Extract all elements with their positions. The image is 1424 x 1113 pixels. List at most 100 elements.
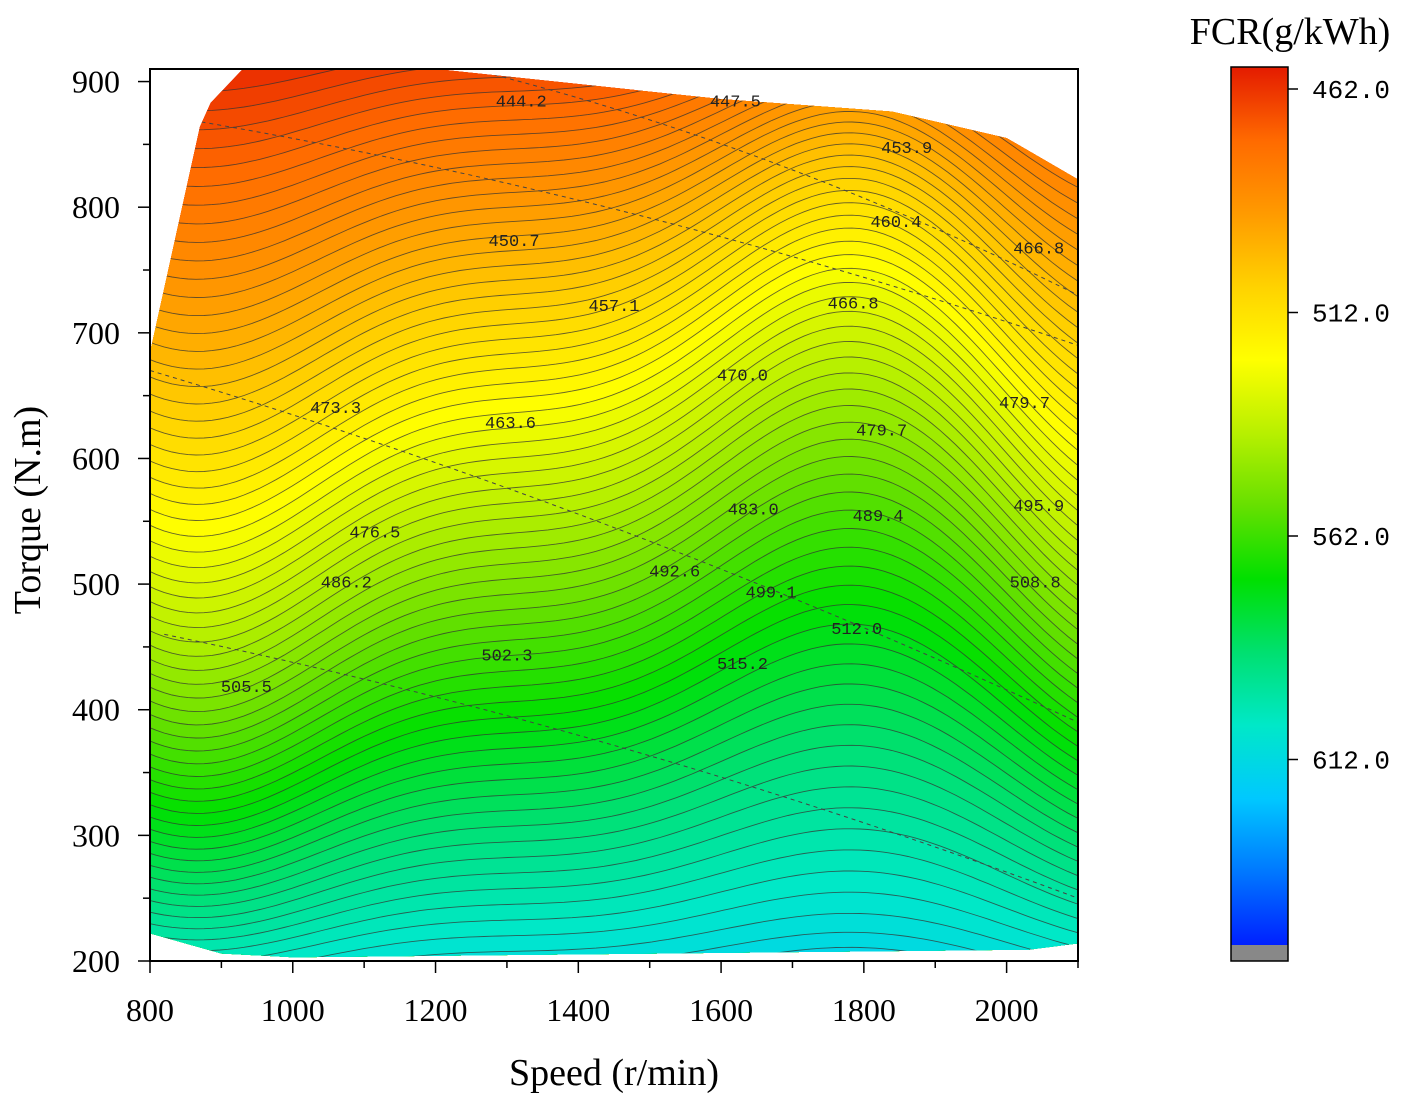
contour-label: 512.0 [831,621,882,640]
contour-label: 470.0 [717,367,768,386]
contour-line [150,69,1078,93]
contour-label: 476.5 [349,524,400,543]
y-tick-label: 400 [72,692,120,728]
dashed-contour-line [150,370,1078,723]
contour-line [150,372,1078,643]
contour-line [150,724,1078,885]
contour-line [150,643,1078,838]
contour-label: 486.2 [321,575,372,594]
contour-label: 466.8 [1013,240,1064,259]
contour-line [150,240,1078,505]
contour-label: 489.4 [853,508,904,527]
y-tick-label: 500 [72,566,120,602]
contour-line [150,491,1078,739]
contour-line [150,121,1078,335]
contour-label: 495.9 [1013,498,1064,517]
contour-line [150,177,1078,422]
x-axis: 800 1000 1200 1400 1600 1800 2000 [126,961,1079,1028]
contour-line [150,703,1078,873]
colorbar-tick-label: 512.0 [1312,300,1390,330]
contour-line [150,528,1078,765]
contour-lines-layer [140,0,1084,958]
contour-line [150,912,1078,958]
contour-line [150,189,1078,439]
x-tick-label: 1600 [689,992,753,1028]
y-tick-label: 900 [72,64,120,100]
contour-line [150,828,1078,941]
contour-label: 502.3 [481,647,532,666]
x-tick-label: 1000 [261,992,325,1028]
contour-line [150,69,1078,187]
contour-line [150,604,1078,814]
contour-line [150,132,1078,352]
contour-line [150,849,1078,952]
y-tick-label: 300 [72,817,120,853]
contour-line [150,891,1078,958]
contour-label: 492.6 [649,563,700,582]
contour-label: 515.2 [717,656,768,675]
contour-line [150,69,1078,74]
contour-fill-layer [150,69,1078,958]
y-axis: 200 300 400 500 600 700 800 900 [72,64,150,979]
contour-line [150,325,1078,599]
contour-line [150,473,1078,726]
contour-line [150,267,1078,537]
contour-label: 473.3 [310,400,361,419]
colorbar-tick-label: 562.0 [1312,523,1390,553]
y-axis-label: Torque (N.m) [7,406,49,614]
contour-line [150,565,1078,790]
contour-line [150,786,1078,919]
y-tick-label: 200 [72,943,120,979]
contour-label: 483.0 [728,502,779,521]
colorbar-title: FCR(g/kWh) [1190,11,1391,53]
contour-line [150,438,1078,699]
contour-line [150,143,1078,370]
contour-label: 505.5 [221,679,272,698]
contour-label: 499.1 [746,585,797,604]
contour-line [150,100,1078,298]
contour-label: 508.8 [1010,575,1061,594]
contour-label: 453.9 [881,140,932,159]
y-tick-label: 700 [72,315,120,351]
contour-line [150,623,1078,826]
contour-line [150,310,1078,584]
contour-line [150,388,1078,657]
contour-line [150,69,1078,112]
contour-label: 460.4 [870,214,921,233]
contour-line [150,807,1078,930]
x-tick-label: 1400 [546,992,610,1028]
contour-line [150,584,1078,802]
contour-label: 479.7 [999,395,1050,414]
contour-line [150,254,1078,521]
contour-line [150,166,1078,405]
x-tick-label: 2000 [975,992,1039,1028]
contour-line [150,456,1078,713]
colorbar [1231,67,1288,945]
contour-line [150,546,1078,777]
contour-label: 463.6 [485,415,536,434]
contour-line [150,421,1078,685]
x-tick-label: 1200 [404,992,468,1028]
colorbar-tick-label: 612.0 [1312,747,1390,777]
x-tick-label: 1800 [832,992,896,1028]
contour-line [150,296,1078,569]
contour-label: 450.7 [489,233,540,252]
dashed-contour-line [471,69,1078,296]
plot-frame [149,68,1079,962]
contour-label: 466.8 [828,296,879,315]
contour-label: 444.2 [496,93,547,112]
contour-label: 457.1 [588,298,639,317]
contour-line [150,341,1078,614]
contour-line [150,202,1078,456]
contour-line [150,227,1078,489]
contour-line [150,69,1078,169]
dashed-contour-line [185,118,1078,346]
contour-line [150,931,1078,958]
colorbar-frame [1230,66,1289,962]
contour-line [150,281,1078,553]
colorbar-ticks: 462.0 512.0 562.0 612.0 [1288,76,1390,777]
contour-line [150,356,1078,629]
contour-line [140,0,1084,54]
colorbar-tick-label: 462.0 [1312,76,1390,106]
